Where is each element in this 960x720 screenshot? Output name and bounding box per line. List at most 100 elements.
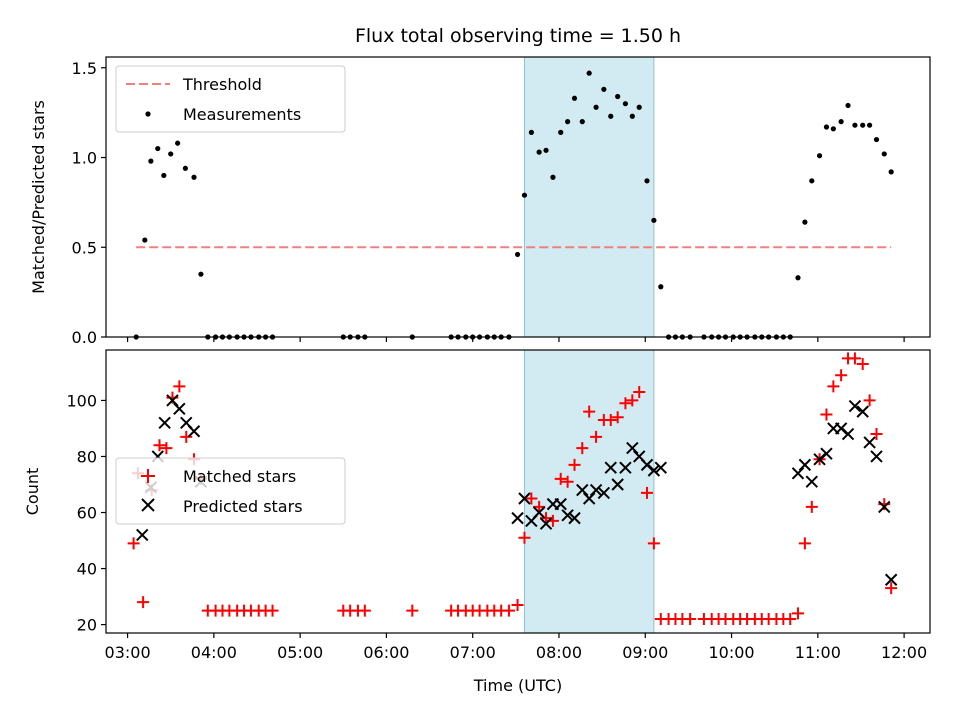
bottom-y-tick-label: 20 [77,616,97,635]
measurement-point [142,237,148,243]
bottom-legend-box [115,457,346,525]
measurement-point [521,192,528,198]
predicted-star-point [561,509,574,522]
x-tick-label: 10:00 [708,643,754,662]
predicted-star-point [848,399,862,413]
x-tick-label: 05:00 [277,643,323,662]
predicted-star-point [576,483,589,497]
matched-star-point [568,458,581,471]
matched-star-point [576,442,589,455]
matched-star-point [173,380,186,393]
matched-star-point [626,394,639,407]
matched-star-point [525,492,538,505]
predicted-star-point [863,436,876,449]
measurement-point [191,174,197,180]
measurement-point [558,129,564,135]
x-tick-label: 11:00 [795,643,841,662]
matched-star-point [835,369,848,382]
predicted-star-point [841,427,855,441]
chart-title: Flux total observing time = 1.50 h [355,25,681,47]
legend-threshold-label: Threshold [182,75,262,94]
matched-star-point [160,442,173,455]
measurement-point [888,169,894,175]
measurement-point [182,165,188,171]
matched-star-point [511,598,524,611]
x-tick-label: 09:00 [622,643,668,662]
predicted-star-point [173,402,186,416]
measurement-point [528,129,534,135]
top-y-tick-label: 1.5 [72,59,97,78]
predicted-star-point [856,405,869,418]
matched-star-point [554,472,567,485]
predicted-star-point [597,486,611,500]
measurement-point [860,122,866,128]
measurement-point [873,136,880,143]
predicted-star-point [647,464,661,477]
legend-matched-swatch [141,469,155,483]
measurement-point [148,158,154,164]
measurement-point [658,284,664,290]
matched-star-point [406,604,419,617]
x-tick-label: 04:00 [191,643,237,662]
measurement-point [175,140,181,146]
measurement-point [543,147,549,153]
matched-star-point [604,414,617,427]
top-axes-frame [105,56,931,338]
measurement-point [198,271,204,277]
predicted-star-point [604,461,617,474]
bottom-y-tick-label: 100 [66,391,97,410]
matched-star-point [805,500,818,513]
predicted-star-point [532,506,546,519]
bottom-y-tick-label: 60 [77,504,97,523]
measurement-point [881,151,887,157]
predicted-star-point [611,478,624,491]
matched-star-point [856,358,869,371]
matched-star-point [358,604,371,617]
x-axis-label: Time (UTC) [473,676,562,695]
predicted-star-point [878,500,891,514]
predicted-star-point [187,425,201,438]
top-y-axis-label: Matched/Predicted stars [29,100,48,294]
matched-star-point [153,439,166,452]
measurement-points [133,70,894,340]
measurement-point [161,172,167,179]
predicted-star-point [136,528,149,542]
legend-predicted-label: Predicted stars [183,497,303,516]
predicted-star-point [805,475,819,488]
predicted-star-point [791,467,805,480]
matched-star-point [640,486,653,499]
bottom-y-axis-label: Count [23,468,42,516]
measurement-point [550,174,556,180]
predicted-star-point [654,461,668,474]
predicted-star-point [568,511,581,525]
matched-star-point [266,604,279,617]
measurement-point [823,124,830,130]
x-tick-label: 08:00 [536,643,582,662]
predicted-star-point [158,416,171,430]
matched-star-point [611,411,624,424]
measurement-point [838,119,844,125]
matched-star-point [798,537,811,550]
top-x-ticks [126,337,905,342]
matched-star-point [619,397,632,410]
matched-star-point [647,537,660,550]
matched-star-point [561,475,574,488]
matched-stars-points [127,352,898,625]
legend-measurements-label: Measurements [183,105,301,124]
measurement-point [565,119,571,125]
measurement-point [579,119,585,125]
predicted-star-point [626,441,639,455]
predicted-star-point [166,394,179,407]
measurement-point [809,178,815,184]
bottom-y-tick-label: 80 [77,447,97,466]
x-tick-label: 07:00 [450,643,496,662]
predicted-star-point [511,511,524,525]
predicted-star-point [582,492,596,505]
measurement-point [586,70,592,76]
measurement-point [168,151,174,157]
matched-star-point [827,380,840,393]
predicted-star-point [820,447,833,460]
matched-star-point [180,430,193,443]
measurement-point [601,86,607,92]
